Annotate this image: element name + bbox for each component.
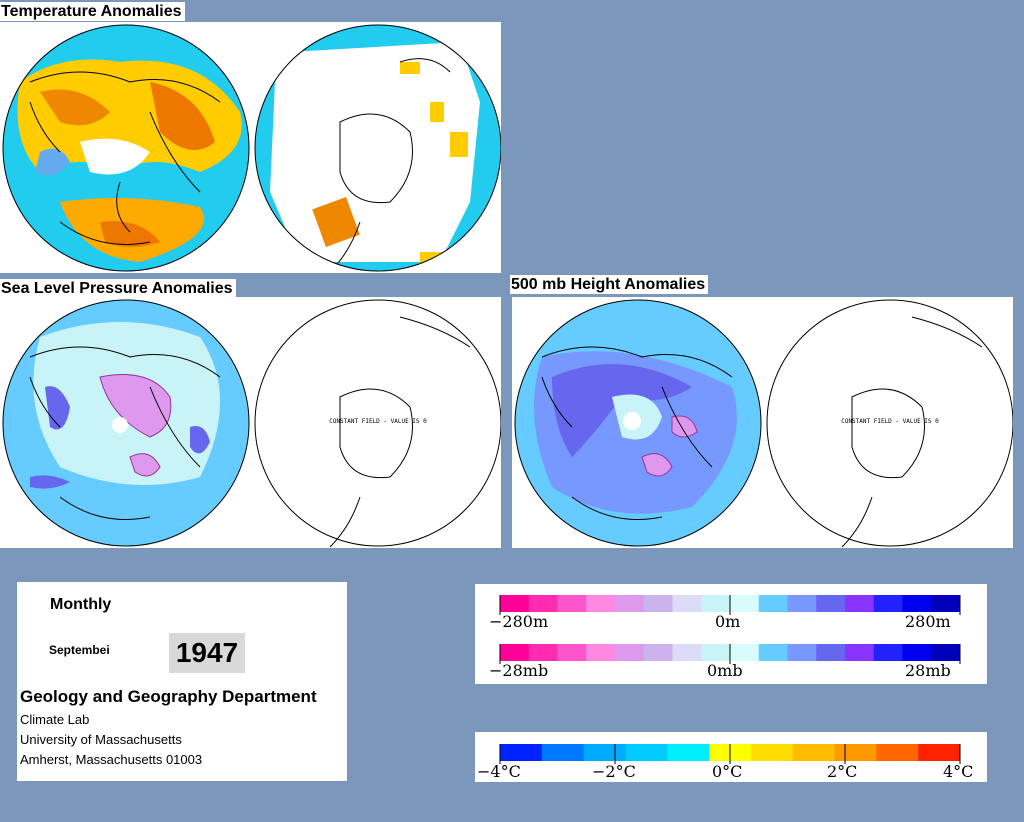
colorbar-swatch bbox=[541, 744, 585, 761]
colorbar-swatch bbox=[500, 744, 543, 761]
colorbar-swatch bbox=[845, 644, 875, 661]
temp-label: 0°C bbox=[712, 762, 743, 781]
anomaly-colorbars bbox=[499, 595, 961, 664]
colorbar-swatch bbox=[643, 644, 673, 661]
height-max-label: 280m bbox=[905, 612, 951, 631]
colorbar-swatch bbox=[643, 595, 673, 612]
colorbar-swatch bbox=[750, 744, 794, 761]
anomaly-legend: −280m 0m 280m −28mb 0mb 28mb bbox=[475, 584, 987, 684]
pressure-min-label: −28mb bbox=[489, 661, 549, 680]
height500-map-panel: CONSTANT FIELD - VALUE IS 0 bbox=[512, 297, 1013, 548]
temperature-title: Temperature Anomalies bbox=[0, 2, 185, 21]
colorbar-swatch bbox=[816, 644, 846, 661]
colorbar-swatch bbox=[873, 595, 903, 612]
info-line: Amherst, Massachusetts 01003 bbox=[20, 752, 203, 767]
sh-height500-globe bbox=[766, 299, 1013, 547]
height-mid-label: 0m bbox=[715, 612, 741, 631]
temperature-colorbar bbox=[499, 744, 961, 764]
colorbar-swatch bbox=[615, 595, 645, 612]
colorbar-swatch bbox=[873, 644, 903, 661]
colorbar-swatch bbox=[672, 644, 702, 661]
colorbar-swatch bbox=[586, 644, 616, 661]
nh-height500-globe bbox=[515, 300, 761, 546]
colorbar-swatch bbox=[758, 595, 788, 612]
colorbar-swatch bbox=[876, 744, 919, 761]
slp-maps: CONSTANT FIELD - VALUE IS 0 bbox=[2, 299, 501, 548]
colorbar-swatch bbox=[730, 644, 760, 661]
nh-slp-globe bbox=[3, 300, 249, 546]
sh-slp-globe bbox=[254, 299, 501, 547]
year-label: 1947 bbox=[169, 633, 245, 673]
colorbar-swatch bbox=[902, 595, 932, 612]
height-min-label: −280m bbox=[489, 612, 549, 631]
colorbar-swatch bbox=[528, 595, 558, 612]
colorbar-swatch bbox=[586, 595, 616, 612]
colorbar-swatch bbox=[918, 744, 961, 761]
slp-title: Sea Level Pressure Anomalies bbox=[0, 279, 236, 298]
colorbar-swatch bbox=[625, 744, 668, 761]
colorbar-swatch bbox=[931, 644, 961, 661]
month-label: Septembei bbox=[49, 643, 110, 657]
colorbar-swatch bbox=[672, 595, 702, 612]
slp-map-panel: CONSTANT FIELD - VALUE IS 0 bbox=[0, 297, 501, 548]
colorbar-swatch bbox=[557, 644, 587, 661]
info-line: University of Massachusetts bbox=[20, 732, 182, 747]
colorbar-swatch bbox=[787, 595, 817, 612]
colorbar-swatch bbox=[701, 644, 731, 661]
temperature-map-panel bbox=[0, 22, 501, 273]
temp-label: −2°C bbox=[592, 762, 636, 781]
colorbar-swatch bbox=[787, 644, 817, 661]
nh-temperature-globe bbox=[3, 25, 249, 271]
slp-constant-note: CONSTANT FIELD - VALUE IS 0 bbox=[329, 418, 427, 425]
period-label: Monthly bbox=[50, 596, 112, 613]
info-line: Climate Lab bbox=[20, 712, 90, 727]
temperature-legend: −4°C −2°C 0°C 2°C 4°C bbox=[475, 732, 987, 782]
department-label: Geology and Geography Department bbox=[20, 687, 317, 706]
height500-title: 500 mb Height Anomalies bbox=[510, 275, 709, 294]
pressure-mid-label: 0mb bbox=[707, 661, 743, 680]
colorbar-swatch bbox=[500, 595, 530, 612]
colorbar-swatch bbox=[583, 744, 626, 761]
temp-label: 4°C bbox=[943, 762, 974, 781]
temperature-maps bbox=[2, 24, 501, 272]
temp-label: 2°C bbox=[827, 762, 858, 781]
colorbar-swatch bbox=[730, 595, 760, 612]
colorbar-swatch bbox=[758, 644, 788, 661]
colorbar-swatch bbox=[816, 595, 846, 612]
sh-temperature-globe bbox=[255, 25, 501, 271]
height500-constant-note: CONSTANT FIELD - VALUE IS 0 bbox=[841, 418, 939, 425]
colorbar-swatch bbox=[834, 744, 877, 761]
colorbar-swatch bbox=[845, 595, 875, 612]
colorbar-swatch bbox=[667, 744, 710, 761]
colorbar-swatch bbox=[792, 744, 836, 761]
colorbar-swatch bbox=[931, 595, 961, 612]
temp-label: −4°C bbox=[477, 762, 521, 781]
pressure-max-label: 28mb bbox=[905, 661, 951, 680]
colorbar-swatch bbox=[500, 644, 530, 661]
colorbar-swatch bbox=[528, 644, 558, 661]
colorbar-swatch bbox=[902, 644, 932, 661]
colorbar-swatch bbox=[701, 595, 731, 612]
info-box: Monthly Septembei 1947 Geology and Geogr… bbox=[17, 582, 347, 781]
colorbar-swatch bbox=[615, 644, 645, 661]
height500-maps: CONSTANT FIELD - VALUE IS 0 bbox=[514, 299, 1013, 548]
colorbar-swatch bbox=[557, 595, 587, 612]
